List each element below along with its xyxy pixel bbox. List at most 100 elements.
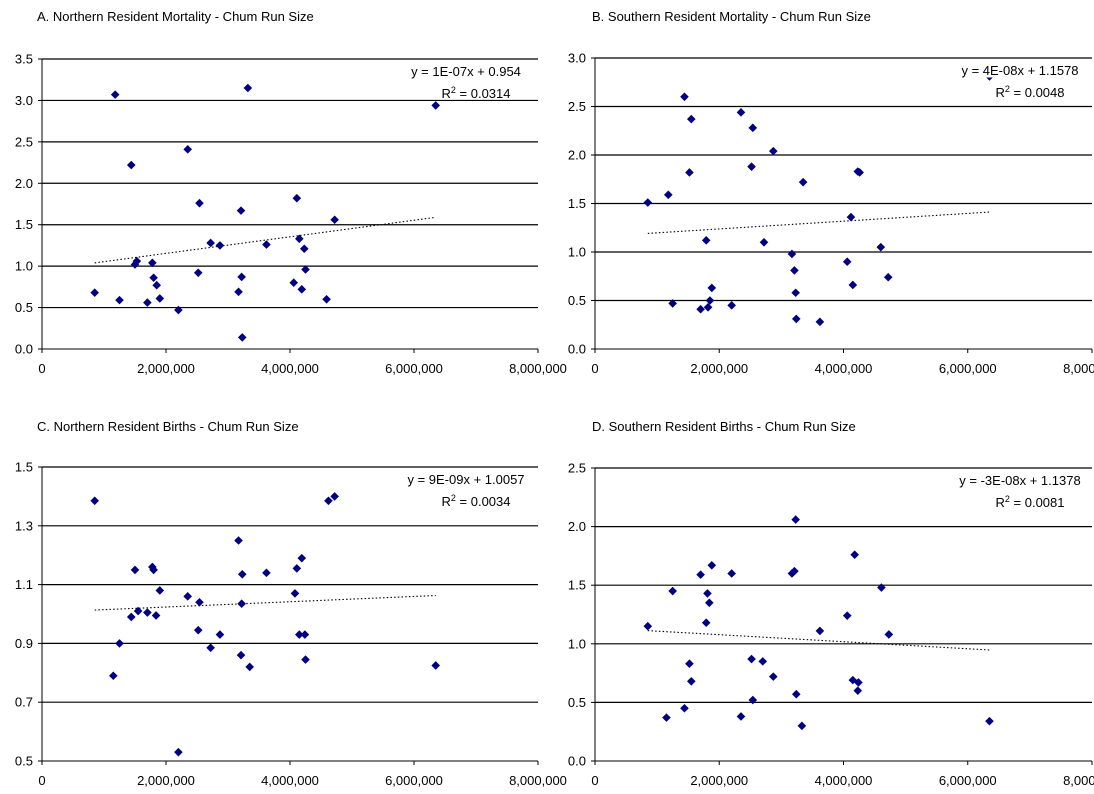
data-point <box>727 569 736 578</box>
data-point <box>790 566 799 576</box>
data-point <box>707 283 717 293</box>
data-point <box>854 678 863 687</box>
data-point <box>155 586 165 595</box>
r-squared: R2 = 0.0034 <box>442 493 511 509</box>
y-tick-label: 3.5 <box>15 52 33 67</box>
chart-title-c: C. Northern Resident Births - Chum Run S… <box>37 419 299 434</box>
data-point <box>680 92 689 102</box>
y-tick-label: 1.3 <box>15 518 33 533</box>
data-point <box>768 672 778 681</box>
data-point <box>798 177 808 187</box>
data-point <box>680 703 689 713</box>
data-point <box>791 288 800 298</box>
x-tick-label: 8,000,000 <box>509 773 567 788</box>
data-point <box>877 583 886 592</box>
y-tick-label: 1.5 <box>15 217 33 232</box>
data-point <box>846 212 856 222</box>
data-point <box>115 295 124 305</box>
data-point <box>791 314 801 324</box>
x-tick-label: 6,000,000 <box>385 773 443 788</box>
data-point <box>330 215 339 225</box>
data-point <box>791 515 800 524</box>
data-point <box>130 565 140 575</box>
chart-title-b: B. Southern Resident Mortality - Chum Ru… <box>592 9 871 24</box>
data-point <box>290 589 300 598</box>
data-point <box>701 618 711 628</box>
data-point <box>193 625 203 635</box>
y-tick-label: 1.5 <box>568 578 586 593</box>
data-point <box>876 242 886 252</box>
data-point <box>132 256 142 266</box>
trend-equation: y = 9E-09x + 1.0057 <box>407 472 524 487</box>
data-point <box>748 123 758 133</box>
x-tick-label: 2,000,000 <box>137 773 195 788</box>
y-tick-label: 0.0 <box>15 342 33 357</box>
data-point <box>237 272 246 282</box>
data-point <box>237 570 247 579</box>
data-point <box>701 236 711 245</box>
data-point <box>90 288 99 297</box>
equation-bg: y = -3E-08x + 1.1378 <box>959 473 1080 488</box>
data-point <box>747 654 756 664</box>
data-point <box>301 265 310 274</box>
y-tick-label: 1.1 <box>15 577 33 592</box>
y-tick-label: 0.5 <box>568 695 586 710</box>
trendline <box>647 630 990 651</box>
data-point <box>790 266 799 275</box>
data-point <box>195 597 204 607</box>
data-point <box>853 686 863 695</box>
data-point <box>696 304 705 314</box>
data-point <box>686 114 696 124</box>
data-point <box>431 661 440 670</box>
scatter-plot-b: 0.0 0.5 1.0 1.5 2.0 2.5 3.0 0 2,000,000 4,000,000… <box>568 51 1094 377</box>
data-point <box>234 536 243 545</box>
data-point <box>301 655 310 664</box>
data-point <box>686 677 696 686</box>
y-tick-label: 1.0 <box>568 636 586 651</box>
data-point <box>703 589 712 598</box>
data-point <box>985 716 994 726</box>
y-tick-label: 0.9 <box>15 636 33 651</box>
data-point <box>727 301 736 310</box>
data-point <box>174 305 183 315</box>
x-tick-label: 2,000,000 <box>690 773 748 788</box>
data-point <box>245 662 254 672</box>
data-point <box>736 108 746 117</box>
data-point <box>292 193 302 203</box>
y-tick-label: 1.0 <box>568 245 586 260</box>
data-point <box>787 249 797 259</box>
trend-equation: y = -3E-08x + 1.1378 <box>959 473 1080 488</box>
data-point <box>133 606 143 616</box>
data-point <box>143 608 152 617</box>
trend-equation: y = 1E-07x + 0.954 <box>411 64 521 79</box>
data-point <box>685 168 694 177</box>
scatter-plot-c: 0.5 0.7 0.9 1.1 1.3 1.5 0 2,000,000 4,000,000 6,0… <box>15 460 567 789</box>
data-point <box>215 630 225 639</box>
data-point <box>215 241 225 250</box>
y-tick-label: 0.0 <box>568 342 586 357</box>
data-point <box>322 294 331 304</box>
y-tick-label: 2.5 <box>15 134 33 149</box>
trendline <box>647 211 990 234</box>
x-tick-label: 2,000,000 <box>690 361 748 376</box>
y-tick-label: 2.5 <box>568 461 586 476</box>
data-point <box>703 302 713 312</box>
equation-bg: y = 4E-08x + 1.1578 <box>961 63 1078 78</box>
x-tick-label: 4,000,000 <box>261 361 319 376</box>
y-tick-label: 2.0 <box>15 176 33 191</box>
data-point <box>815 317 825 327</box>
x-tick-label: 4,000,000 <box>261 773 319 788</box>
data-point <box>324 496 333 506</box>
data-point <box>206 238 215 248</box>
data-point <box>149 273 158 283</box>
data-point <box>643 621 653 631</box>
x-tick-label: 4,000,000 <box>815 773 873 788</box>
chart-title-a: A. Northern Resident Mortality - Chum Ru… <box>37 9 314 24</box>
chart-title-d: D. Southern Resident Births - Chum Run S… <box>592 419 856 434</box>
x-tick-label: 0 <box>591 773 598 788</box>
data-point <box>130 260 140 269</box>
data-point <box>109 671 118 681</box>
data-point <box>842 257 852 266</box>
data-point <box>236 206 246 215</box>
